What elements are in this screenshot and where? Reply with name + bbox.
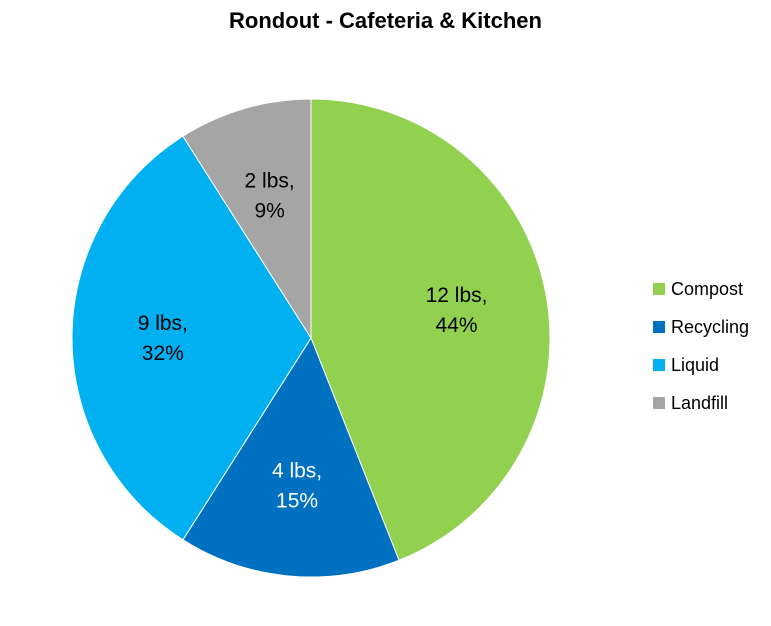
legend-item-liquid: Liquid: [653, 346, 749, 384]
legend: Compost Recycling Liquid Landfill: [653, 270, 749, 422]
data-label-landfill-percent: 9%: [254, 200, 284, 223]
legend-label: Recycling: [671, 316, 750, 337]
legend-label: Liquid: [671, 354, 720, 375]
data-label-liquid-value: 9 lbs,: [138, 312, 188, 335]
data-label-recycling-percent: 15%: [276, 490, 318, 513]
legend-swatch: [653, 359, 665, 371]
legend-swatch: [653, 321, 665, 333]
data-label-liquid-percent: 32%: [142, 342, 184, 365]
legend-label: Landfill: [671, 392, 729, 413]
data-label-landfill-value: 2 lbs,: [245, 170, 295, 193]
pie-slice-recycling: [182, 336, 400, 578]
pie-slice-landfill: [182, 98, 312, 340]
legend-item-recycling: Recycling: [653, 308, 749, 346]
legend-item-compost: Compost: [653, 270, 749, 308]
data-label-recycling-value: 4 lbs,: [272, 460, 322, 483]
data-label-compost-percent: 44%: [436, 314, 478, 337]
legend-swatch: [653, 397, 665, 409]
data-label-compost-value: 12 lbs,: [426, 284, 488, 307]
pie-slices: [71, 98, 551, 578]
legend-item-landfill: Landfill: [653, 384, 749, 422]
legend-swatch: [653, 283, 665, 295]
chart-title: Rondout - Cafeteria & Kitchen: [229, 8, 542, 33]
pie-slice-liquid: [71, 135, 312, 541]
legend-label: Compost: [671, 278, 744, 299]
slice-labels: 12 lbs, 44% 4 lbs, 15% 9 lbs, 32% 2 lbs, 9%: [138, 170, 488, 513]
pie-slice-compost: [310, 98, 551, 561]
